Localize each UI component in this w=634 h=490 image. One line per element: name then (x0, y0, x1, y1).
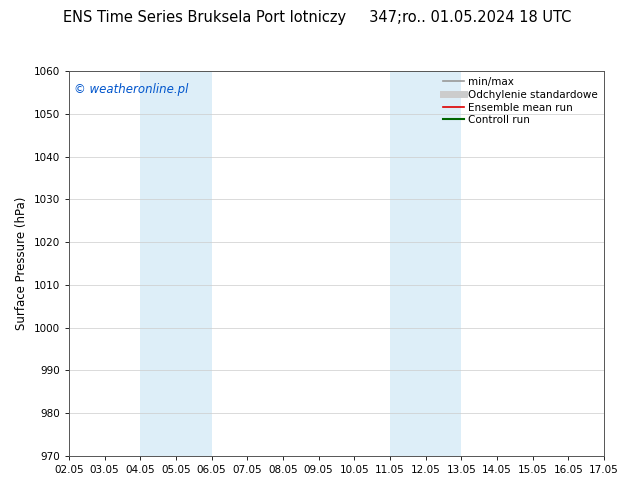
Legend: min/max, Odchylenie standardowe, Ensemble mean run, Controll run: min/max, Odchylenie standardowe, Ensembl… (439, 73, 602, 129)
Bar (390, 71, 462, 456)
Y-axis label: Surface Pressure (hPa): Surface Pressure (hPa) (15, 197, 28, 330)
Text: © weatheronline.pl: © weatheronline.pl (74, 83, 188, 96)
Text: ENS Time Series Bruksela Port lotniczy     347;ro.. 01.05.2024 18 UTC: ENS Time Series Bruksela Port lotniczy 3… (63, 10, 571, 25)
Bar (140, 71, 212, 456)
